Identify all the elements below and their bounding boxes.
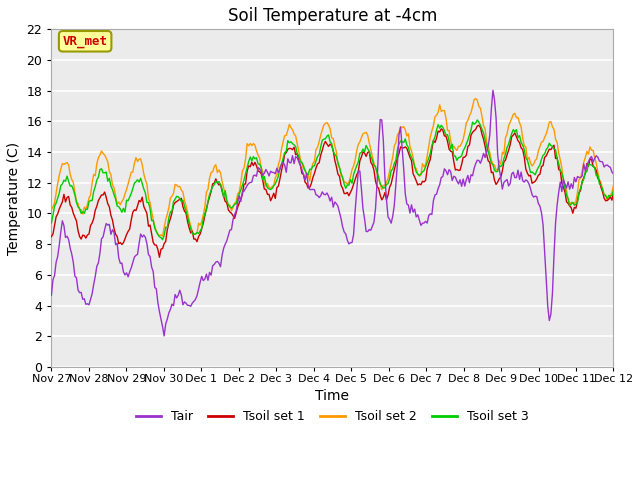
Legend: Tair, Tsoil set 1, Tsoil set 2, Tsoil set 3: Tair, Tsoil set 1, Tsoil set 2, Tsoil se… <box>131 405 534 428</box>
Y-axis label: Temperature (C): Temperature (C) <box>7 142 21 255</box>
Text: VR_met: VR_met <box>63 35 108 48</box>
Title: Soil Temperature at -4cm: Soil Temperature at -4cm <box>228 7 437 25</box>
X-axis label: Time: Time <box>316 389 349 404</box>
